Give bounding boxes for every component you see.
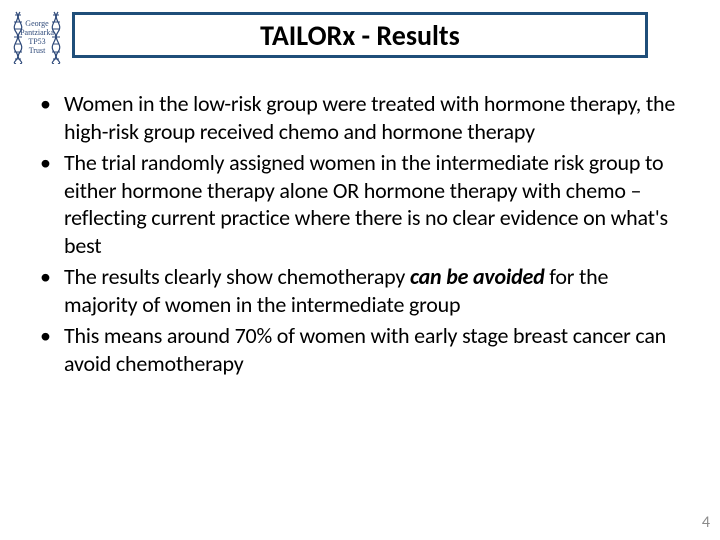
logo-line-1: Pantziarka — [20, 28, 54, 37]
org-logo: George Pantziarka TP53 Trust — [10, 10, 64, 64]
bullet-item: This means around 70% of women with earl… — [34, 322, 686, 377]
logo-line-2: TP53 — [28, 37, 45, 46]
logo-line-3: Trust — [29, 46, 46, 55]
slide-title: TAILORx - Results — [260, 18, 460, 53]
page-number: 4 — [702, 513, 710, 532]
dna-helix-icon: George Pantziarka TP53 Trust — [10, 10, 64, 64]
bullet-item: The trial randomly assigned women in the… — [34, 149, 686, 259]
bullet-ul: Women in the low-risk group were treated… — [34, 90, 686, 377]
slide: George Pantziarka TP53 Trust TAILORx - R… — [0, 0, 720, 540]
logo-line-0: George — [25, 19, 49, 28]
bullet-item: The results clearly show chemotherapy ca… — [34, 263, 686, 318]
title-box: TAILORx - Results — [72, 12, 648, 58]
bullet-item: Women in the low-risk group were treated… — [34, 90, 686, 145]
bullet-list: Women in the low-risk group were treated… — [34, 90, 686, 381]
